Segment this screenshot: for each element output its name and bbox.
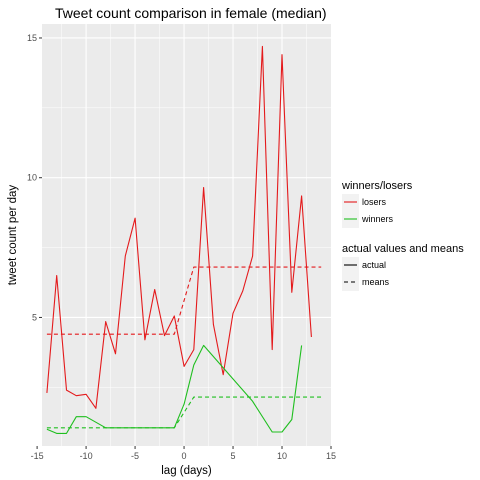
axes: -15 -10 -5 0 5 10 15 5 10 15 [27, 33, 336, 461]
winners-actual-line [46, 344, 303, 434]
chart-title: Tweet count comparison in female (median… [55, 5, 327, 21]
legend-label-winners: winners [361, 214, 394, 224]
legend-color-entries: losers winners [342, 194, 394, 228]
losers-means-line [46, 266, 322, 335]
legend-label-means: means [362, 277, 390, 287]
legend-key-bg [342, 274, 359, 291]
legend-linetype-title: actual values and means [342, 243, 464, 255]
series-lines [46, 45, 322, 434]
y-tick-label: 10 [27, 173, 37, 183]
x-tick-label: 5 [231, 451, 236, 461]
x-tick-label: 10 [277, 451, 287, 461]
legend-color-title: winners/losers [341, 180, 413, 192]
legend-linetype-entries: actual means [342, 257, 390, 291]
x-tick-label: -10 [80, 451, 93, 461]
grid-lines [42, 24, 331, 446]
panel-background [42, 24, 331, 446]
legend: winners/losers losers winners actual valu… [341, 180, 464, 291]
winners-means-line [46, 396, 322, 429]
y-tick-label: 15 [27, 33, 37, 43]
legend-label-actual: actual [362, 260, 386, 270]
losers-actual-line [46, 45, 312, 409]
y-tick-label: 5 [32, 312, 37, 322]
x-tick-label: 0 [182, 451, 187, 461]
x-tick-label: -15 [31, 451, 44, 461]
x-tick-label: -5 [131, 451, 139, 461]
legend-label-losers: losers [362, 197, 387, 207]
y-axis-title: tweet count per day [7, 185, 19, 286]
x-axis-title: lag (days) [161, 465, 212, 477]
x-tick-label: 15 [326, 451, 336, 461]
